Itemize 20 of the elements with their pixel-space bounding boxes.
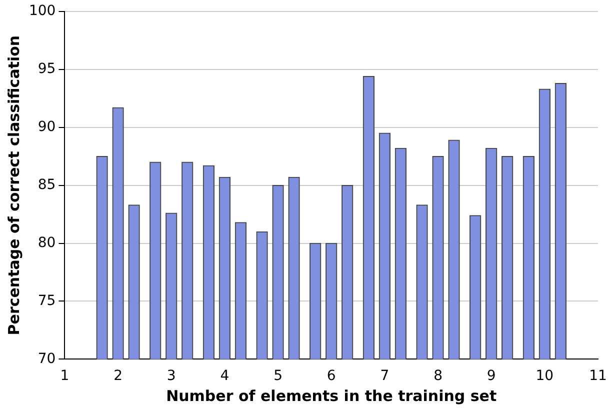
x-axis-title: Number of elements in the training set — [166, 386, 497, 405]
x-tick-label: 1 — [60, 368, 70, 384]
y-tick-label: 85 — [38, 176, 56, 193]
y-tick-label: 80 — [38, 234, 56, 251]
x-tick-label: 7 — [380, 368, 390, 384]
x-tick-label: 5 — [274, 368, 282, 384]
y-tick-label: 95 — [38, 61, 56, 78]
y-tick-label: 70 — [38, 350, 56, 367]
x-tick-label: 8 — [434, 368, 442, 384]
y-tick-label: 90 — [38, 118, 56, 135]
y-axis-title: Percentage of correct classification — [4, 35, 23, 336]
x-tick-label: 6 — [326, 368, 336, 384]
x-tick-label: 3 — [166, 368, 176, 384]
x-tick-label: 10 — [536, 368, 554, 384]
x-tick-label: 11 — [589, 368, 607, 384]
x-tick-label: 2 — [114, 368, 123, 384]
x-tick-label: 4 — [220, 368, 230, 384]
y-tick-label: 100 — [28, 3, 56, 20]
y-tick-label: 75 — [38, 292, 56, 309]
x-tick-label: 9 — [486, 368, 496, 384]
